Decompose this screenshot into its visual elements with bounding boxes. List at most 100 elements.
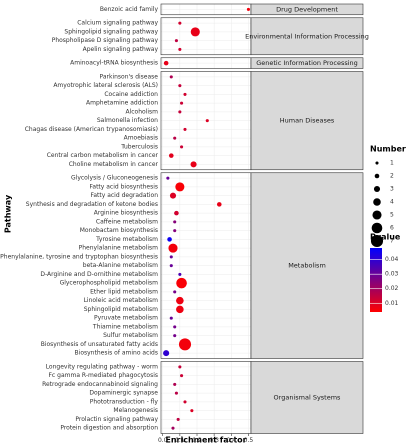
- size-legend-key: [373, 185, 381, 193]
- x-axis-title: Enrichment factor: [165, 436, 246, 445]
- y-tick-label: Prolactin signaling pathway: [75, 416, 158, 423]
- panel: [161, 17, 251, 55]
- y-tick-label: Thiamine metabolism: [92, 323, 158, 330]
- y-tick-label: Tyrosine metabolism: [95, 236, 158, 243]
- dot: [169, 255, 173, 259]
- y-tick-label: Fatty acid biosynthesis: [90, 183, 159, 190]
- dot: [168, 153, 174, 158]
- size-legend-label: 7: [390, 238, 394, 245]
- dot: [176, 305, 184, 314]
- y-tick-label: Sphingolipid metabolism: [84, 306, 158, 313]
- y-tick-label: Calcium signaling pathway: [77, 20, 158, 27]
- y-tick-label: Sphingolipid signaling pathway: [64, 28, 158, 35]
- dot: [183, 92, 187, 96]
- strip-label: Genetic Information Processing: [256, 59, 358, 67]
- y-tick-label: Sulfur metabolism: [103, 332, 158, 339]
- dot: [246, 7, 250, 11]
- dot: [163, 60, 169, 66]
- y-tick-label: Linoleic acid metabolism: [84, 297, 159, 304]
- size-legend-key: [375, 161, 379, 165]
- y-tick-label: Phospholipase D signaling pathway: [52, 37, 159, 44]
- y-tick-label: Phenylalanine metabolism: [79, 245, 159, 252]
- y-tick-label: Tuberculosis: [120, 143, 158, 150]
- dot: [216, 202, 222, 207]
- y-tick-label: Aminoacyl-tRNA biosynthesis: [70, 60, 158, 67]
- y-tick-label: Apelin signaling pathway: [83, 46, 159, 53]
- dot: [178, 47, 182, 51]
- dot: [183, 400, 187, 404]
- y-tick-label: Caffeine metabolism: [96, 218, 158, 225]
- y-tick-label: Amoebiasis: [124, 135, 158, 142]
- dot: [174, 391, 178, 395]
- y-tick-label: Choline metabolism in cancer: [69, 161, 159, 168]
- colorbar-label: 0.04: [385, 256, 399, 263]
- y-tick-label: Glycolysis / Gluconeogenesis: [71, 175, 158, 182]
- x-tick-label: 0.2: [192, 437, 202, 444]
- dot: [176, 296, 184, 305]
- strip-label: Human Diseases: [280, 117, 335, 125]
- dot: [176, 277, 187, 289]
- y-tick-label: Monobactam biosynthesis: [80, 227, 158, 234]
- y-tick-label: Arginine biosynthesis: [94, 210, 158, 217]
- y-tick-label: Biosynthesis of amino acids: [75, 350, 158, 357]
- dot: [178, 338, 192, 351]
- strip-label: Environmental Information Processing: [245, 32, 369, 40]
- y-tick-label: Pyruvate metabolism: [94, 315, 158, 322]
- y-tick-label: Chagas disease (American trypanosomiasis…: [25, 126, 158, 133]
- y-tick-label: Benzoic acid family: [100, 6, 159, 13]
- dot: [169, 192, 177, 199]
- dot: [183, 127, 187, 131]
- dot: [173, 382, 177, 386]
- y-tick-label: Amyotrophic lateral sclerosis (ALS): [53, 82, 158, 89]
- size-legend-label: 3: [390, 186, 394, 193]
- size-legend-label: 5: [390, 212, 394, 219]
- y-tick-label: Cocaine addiction: [104, 91, 158, 98]
- y-tick-label: Protein digestion and absorption: [60, 425, 158, 432]
- x-tick-label: 0.5: [244, 437, 254, 444]
- y-tick-label: Glycerophospholipid metabolism: [60, 280, 159, 287]
- colorbar-label: 0.03: [385, 271, 399, 278]
- size-legend-label: 2: [390, 173, 394, 180]
- dot: [168, 243, 178, 253]
- y-tick-label: Amphetamine addiction: [86, 100, 158, 107]
- dot: [173, 325, 177, 329]
- dot: [178, 84, 182, 88]
- dot: [180, 374, 184, 378]
- size-legend-label: 4: [390, 199, 394, 206]
- colorbar-label: 0.01: [385, 300, 399, 307]
- strip-label: Metabolism: [288, 262, 326, 270]
- strip: [250, 3, 364, 16]
- dot: [190, 409, 194, 413]
- dot: [169, 264, 173, 268]
- x-tick-label: 0.1: [175, 437, 185, 444]
- dot: [167, 237, 172, 242]
- size-legend-label: 6: [390, 225, 394, 232]
- dot: [173, 334, 177, 338]
- colorbar-label: 0.02: [385, 285, 399, 292]
- y-tick-label: Synthesis and degradation of ketone bodi…: [26, 201, 158, 208]
- dot: [169, 75, 173, 79]
- y-tick-label: Ether lipid metabolism: [90, 288, 158, 295]
- y-tick-label: Fatty acid degradation: [90, 192, 158, 199]
- y-tick-label: Longevity regulating pathway - worm: [46, 363, 158, 370]
- y-tick-label: Alcoholism: [125, 108, 158, 115]
- y-tick-label: Fc gamma R-mediated phagocytosis: [48, 372, 158, 379]
- dot: [169, 316, 173, 320]
- dot: [173, 220, 177, 224]
- y-axis-title: Pathway: [4, 194, 13, 233]
- y-tick-label: Parkinson's disease: [99, 73, 158, 80]
- dot: [178, 110, 182, 114]
- dot: [175, 182, 185, 192]
- x-tick-label: 0.0: [158, 437, 168, 444]
- dot: [178, 365, 182, 369]
- size-legend-key: [373, 198, 381, 206]
- dot: [180, 101, 184, 105]
- strip: [250, 71, 364, 171]
- x-tick-label: 0.4: [227, 437, 237, 444]
- dot: [173, 136, 177, 140]
- y-tick-label: Salmonella infection: [97, 117, 158, 124]
- dot: [178, 272, 182, 276]
- strip-label: Organismal Systems: [274, 394, 342, 402]
- size-legend-key: [371, 222, 383, 234]
